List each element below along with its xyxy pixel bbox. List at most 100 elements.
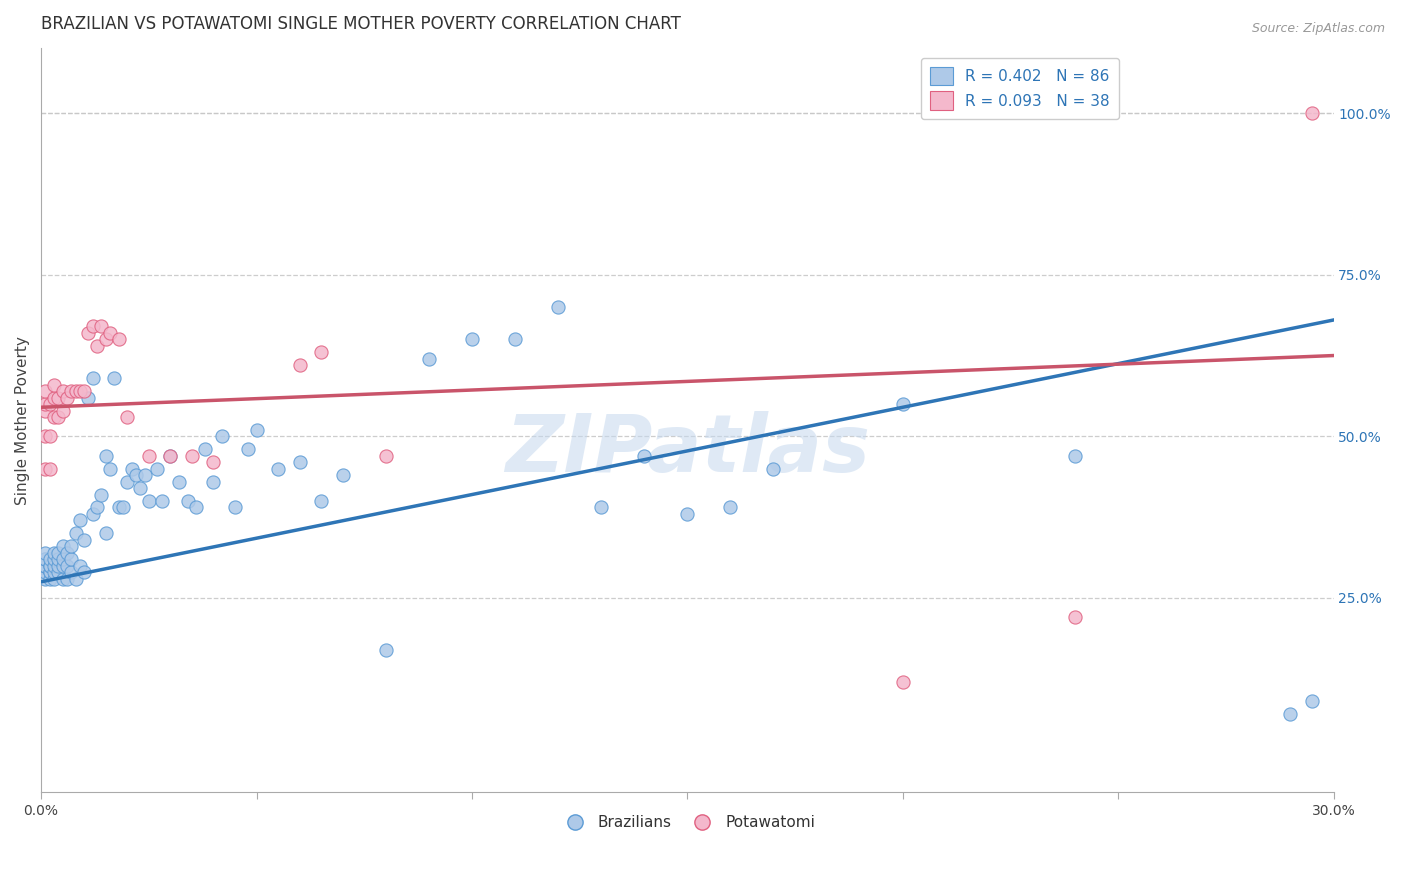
Brazilians: [46, 546, 69, 560]
Potawatomi: [34, 461, 56, 475]
Potawatomi: [138, 449, 160, 463]
Potawatomi: [34, 397, 56, 411]
Potawatomi: [86, 339, 108, 353]
Brazilians: [69, 558, 91, 573]
Brazilians: [94, 526, 117, 541]
Potawatomi: [38, 461, 60, 475]
Potawatomi: [73, 384, 96, 398]
Brazilians: [46, 552, 69, 566]
Brazilians: [42, 558, 65, 573]
Brazilians: [38, 552, 60, 566]
Potawatomi: [56, 391, 79, 405]
Brazilians: [46, 565, 69, 579]
Brazilians: [90, 487, 112, 501]
Brazilians: [503, 332, 526, 346]
Text: BRAZILIAN VS POTAWATOMI SINGLE MOTHER POVERTY CORRELATION CHART: BRAZILIAN VS POTAWATOMI SINGLE MOTHER PO…: [41, 15, 681, 33]
Potawatomi: [34, 403, 56, 417]
Potawatomi: [159, 449, 181, 463]
Potawatomi: [82, 319, 104, 334]
Potawatomi: [38, 397, 60, 411]
Y-axis label: Single Mother Poverty: Single Mother Poverty: [15, 335, 30, 505]
Potawatomi: [180, 449, 202, 463]
Potawatomi: [77, 326, 100, 340]
Potawatomi: [52, 403, 75, 417]
Brazilians: [34, 558, 56, 573]
Potawatomi: [46, 409, 69, 424]
Brazilians: [42, 552, 65, 566]
Brazilians: [42, 565, 65, 579]
Brazilians: [309, 494, 332, 508]
Brazilians: [186, 500, 208, 515]
Brazilians: [56, 558, 79, 573]
Brazilians: [176, 494, 198, 508]
Potawatomi: [98, 326, 121, 340]
Potawatomi: [46, 391, 69, 405]
Brazilians: [134, 468, 156, 483]
Brazilians: [52, 558, 75, 573]
Text: ZIPatlas: ZIPatlas: [505, 411, 870, 489]
Potawatomi: [34, 384, 56, 398]
Brazilians: [167, 475, 190, 489]
Brazilians: [73, 533, 96, 547]
Brazilians: [107, 500, 129, 515]
Potawatomi: [38, 429, 60, 443]
Brazilians: [1279, 707, 1302, 722]
Potawatomi: [90, 319, 112, 334]
Brazilians: [418, 351, 440, 366]
Brazilians: [52, 552, 75, 566]
Brazilians: [150, 494, 173, 508]
Potawatomi: [60, 384, 83, 398]
Brazilians: [121, 461, 143, 475]
Brazilians: [267, 461, 290, 475]
Brazilians: [146, 461, 169, 475]
Brazilians: [86, 500, 108, 515]
Potawatomi: [69, 384, 91, 398]
Potawatomi: [202, 455, 225, 469]
Brazilians: [288, 455, 311, 469]
Brazilians: [461, 332, 484, 346]
Brazilians: [718, 500, 741, 515]
Potawatomi: [94, 332, 117, 346]
Brazilians: [111, 500, 134, 515]
Brazilians: [65, 526, 87, 541]
Legend: Brazilians, Potawatomi: Brazilians, Potawatomi: [554, 809, 821, 837]
Brazilians: [60, 565, 83, 579]
Brazilians: [34, 558, 56, 573]
Brazilians: [194, 442, 217, 457]
Brazilians: [1064, 449, 1087, 463]
Brazilians: [34, 558, 56, 573]
Brazilians: [42, 546, 65, 560]
Potawatomi: [288, 358, 311, 372]
Brazilians: [762, 461, 785, 475]
Brazilians: [82, 507, 104, 521]
Potawatomi: [1301, 106, 1323, 120]
Brazilians: [38, 572, 60, 586]
Text: Source: ZipAtlas.com: Source: ZipAtlas.com: [1251, 22, 1385, 36]
Brazilians: [236, 442, 259, 457]
Potawatomi: [117, 409, 139, 424]
Brazilians: [129, 481, 152, 495]
Brazilians: [34, 572, 56, 586]
Brazilians: [676, 507, 699, 521]
Potawatomi: [42, 409, 65, 424]
Potawatomi: [65, 384, 87, 398]
Brazilians: [34, 552, 56, 566]
Potawatomi: [107, 332, 129, 346]
Brazilians: [332, 468, 354, 483]
Brazilians: [56, 572, 79, 586]
Brazilians: [52, 572, 75, 586]
Potawatomi: [52, 384, 75, 398]
Potawatomi: [42, 391, 65, 405]
Brazilians: [125, 468, 148, 483]
Brazilians: [547, 300, 569, 314]
Brazilians: [69, 513, 91, 527]
Brazilians: [117, 475, 139, 489]
Brazilians: [73, 565, 96, 579]
Brazilians: [245, 423, 267, 437]
Brazilians: [56, 546, 79, 560]
Brazilians: [60, 552, 83, 566]
Potawatomi: [891, 675, 914, 690]
Potawatomi: [42, 377, 65, 392]
Brazilians: [60, 539, 83, 553]
Brazilians: [46, 558, 69, 573]
